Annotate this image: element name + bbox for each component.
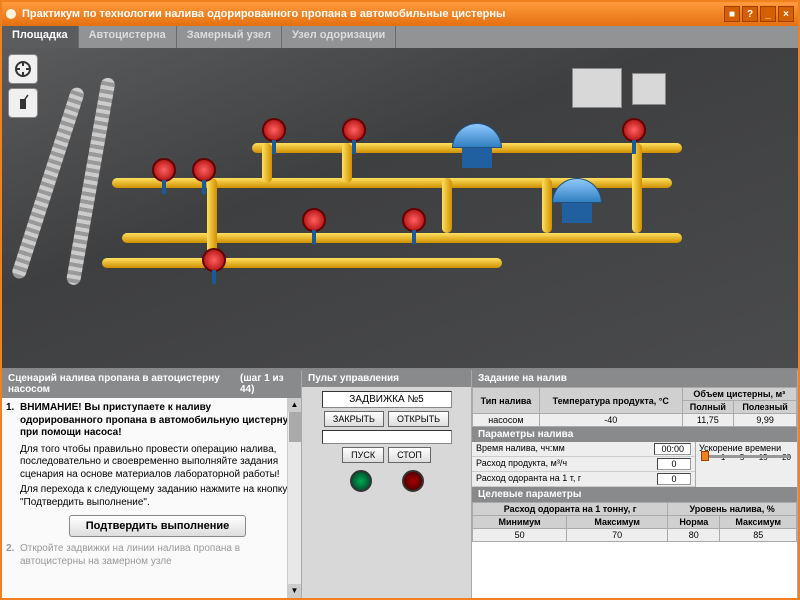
valve[interactable]: [202, 248, 226, 272]
valve[interactable]: [342, 118, 366, 142]
params-header: Параметры налива: [472, 427, 797, 442]
pipe: [122, 233, 682, 243]
pipe: [262, 143, 272, 183]
pipe: [542, 178, 552, 233]
target-table: Расход одоранта на 1 тонну, гУровень нал…: [472, 502, 797, 542]
tab-site[interactable]: Площадка: [2, 26, 79, 48]
equipment-box: [572, 68, 622, 108]
control-header: Пульт управления: [302, 370, 471, 387]
tab-bar: Площадка Автоцистерна Замерный узел Узел…: [2, 26, 798, 48]
scene-viewport[interactable]: [2, 48, 798, 368]
minimize-button[interactable]: _: [760, 6, 776, 22]
green-light: [350, 470, 372, 492]
equipment-box: [632, 73, 666, 105]
tab-tanker[interactable]: Автоцистерна: [79, 26, 177, 48]
valve[interactable]: [152, 158, 176, 182]
big-valve[interactable]: [552, 178, 602, 228]
help1-button[interactable]: ■: [724, 6, 740, 22]
app-icon: [6, 9, 16, 19]
scenario-header: Сценарий налива пропана в автоцистерну н…: [2, 370, 301, 398]
window-title: Практикум по технологии налива одорирова…: [22, 8, 724, 20]
task-header: Задание на налив: [472, 370, 797, 387]
pipe: [102, 258, 502, 268]
speed-slider[interactable]: 0151520: [699, 453, 794, 462]
help2-button[interactable]: ?: [742, 6, 758, 22]
pipe: [442, 178, 452, 233]
valve-close-button[interactable]: ЗАКРЫТЬ: [324, 411, 384, 427]
scenario-body: 1. ВНИМАНИЕ! Вы приступаете к наливу одо…: [2, 398, 301, 598]
target-header: Целевые параметры: [472, 487, 797, 502]
confirm-button[interactable]: Подтвердить выполнение: [69, 515, 247, 537]
red-light: [402, 470, 424, 492]
odor-value: 0: [657, 473, 691, 485]
scenario-warning: ВНИМАНИЕ! Вы приступаете к наливу одорир…: [20, 402, 295, 440]
pump-start-button[interactable]: ПУСК: [342, 447, 384, 463]
valve[interactable]: [622, 118, 646, 142]
close-button[interactable]: ×: [778, 6, 794, 22]
pump-stop-button[interactable]: СТОП: [388, 447, 431, 463]
title-bar: Практикум по технологии налива одорирова…: [2, 2, 798, 26]
valve[interactable]: [192, 158, 216, 182]
valve-open-button[interactable]: ОТКРЫТЬ: [388, 411, 449, 427]
time-value: 00:00: [654, 443, 691, 455]
flow-value: 0: [657, 458, 691, 470]
big-valve[interactable]: [452, 123, 502, 173]
task-table: Тип наливаТемпература продукта, °СОбъем …: [472, 387, 797, 427]
pipe: [632, 143, 642, 233]
camera-tool[interactable]: [8, 54, 38, 84]
radio-tool[interactable]: [8, 88, 38, 118]
tab-measuring[interactable]: Замерный узел: [177, 26, 282, 48]
selected-valve-label: ЗАДВИЖКА №5: [322, 391, 452, 408]
pipe: [207, 178, 217, 258]
scenario-scrollbar[interactable]: ▲▼: [287, 398, 301, 598]
pump-label: [322, 430, 452, 444]
tab-odorization[interactable]: Узел одоризации: [282, 26, 396, 48]
valve[interactable]: [262, 118, 286, 142]
pipe: [342, 143, 352, 183]
valve[interactable]: [302, 208, 326, 232]
valve[interactable]: [402, 208, 426, 232]
